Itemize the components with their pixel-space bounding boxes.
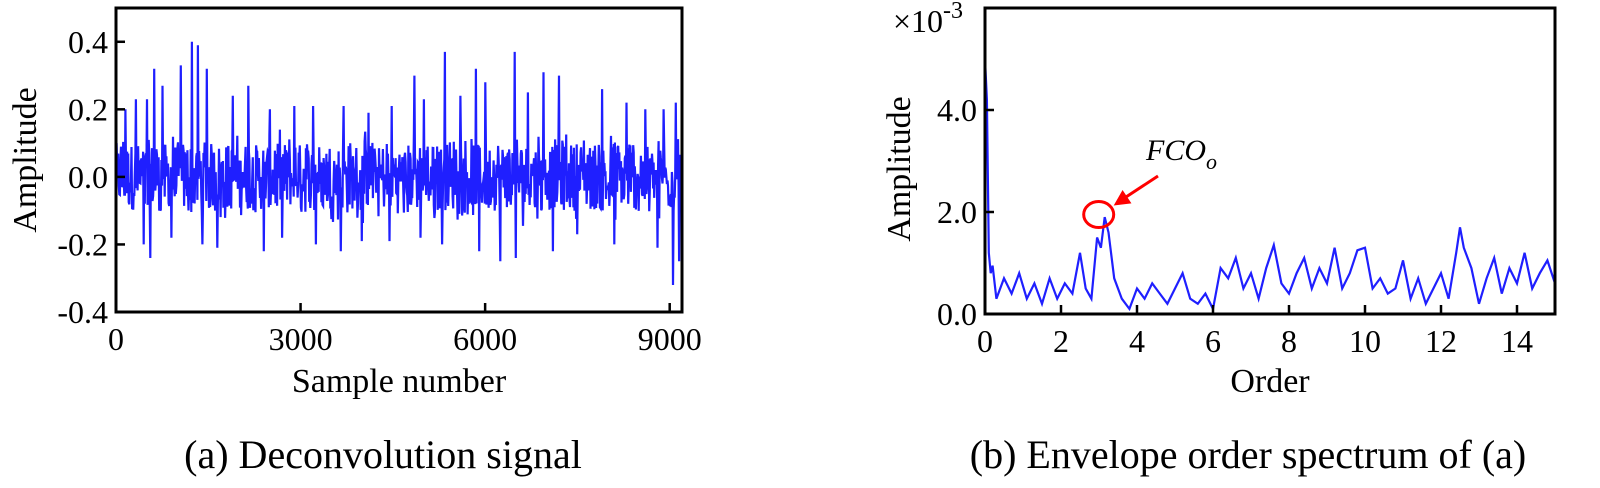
chart-envelope-order-spectrum: 0 2 4 6 8 10 12 14 0.0 2.0 4.0 ×10-3 Order Amplit… [881, 0, 1557, 477]
x-tick-label: 2 [1053, 323, 1069, 359]
x-tick-label: 4 [1129, 323, 1145, 359]
y-tick-label: -0.2 [57, 226, 108, 262]
annotation-arrow [1122, 174, 1159, 200]
y-axis-title: Amplitude [881, 96, 918, 241]
y-axis-title: Amplitude [7, 87, 44, 232]
multiplier-base: ×10 [893, 3, 943, 39]
y-tick-label: 2.0 [937, 194, 977, 230]
x-tick-label: 6 [1205, 323, 1221, 359]
plot-frame [114, 6, 684, 314]
annotation-arrowhead [1113, 190, 1132, 206]
x-tick-label: 10 [1349, 323, 1381, 359]
x-tick-label: 8 [1281, 323, 1297, 359]
caption: (a) Deconvolution signal [184, 432, 582, 477]
series-line [983, 58, 1557, 313]
annotation: FCOo [1082, 134, 1217, 230]
y-axis-multiplier: ×10-3 [893, 0, 963, 39]
x-tick-label: 9000 [638, 321, 702, 357]
x-tick-label: 0 [977, 323, 993, 359]
x-tick-label: 14 [1501, 323, 1533, 359]
plot-frame [983, 6, 1557, 316]
x-axis: 0 2 4 6 8 10 12 14 [977, 305, 1533, 359]
y-tick-label: 0.0 [68, 159, 108, 195]
x-tick-label: 6000 [453, 321, 517, 357]
x-tick-label: 0 [108, 321, 124, 357]
x-axis-title: Sample number [292, 363, 507, 400]
annotation-label-main: FCO [1145, 134, 1206, 167]
multiplier-exponent: -3 [943, 0, 963, 24]
y-tick-label: -0.4 [57, 294, 108, 330]
chart-deconvolution-signal: 0 3000 6000 9000 -0.4 -0.2 0.0 0.2 0.4 Sample n… [7, 6, 702, 477]
series-line [114, 41, 683, 286]
x-axis: 0 3000 6000 9000 [108, 303, 702, 357]
x-axis-title: Order [1230, 363, 1310, 400]
y-axis: 0.0 2.0 4.0 [937, 92, 994, 332]
annotation-label: FCOo [1145, 134, 1217, 174]
y-tick-label: 0.0 [937, 296, 977, 332]
annotation-circle [1082, 200, 1116, 230]
annotation-label-sub: o [1206, 149, 1217, 174]
y-tick-label: 4.0 [937, 92, 977, 128]
y-axis: -0.4 -0.2 0.0 0.2 0.4 [57, 24, 125, 330]
y-tick-label: 0.4 [68, 24, 108, 60]
x-tick-label: 12 [1425, 323, 1457, 359]
x-tick-label: 3000 [269, 321, 333, 357]
y-tick-label: 0.2 [68, 91, 108, 127]
caption: (b) Envelope order spectrum of (a) [970, 432, 1526, 477]
